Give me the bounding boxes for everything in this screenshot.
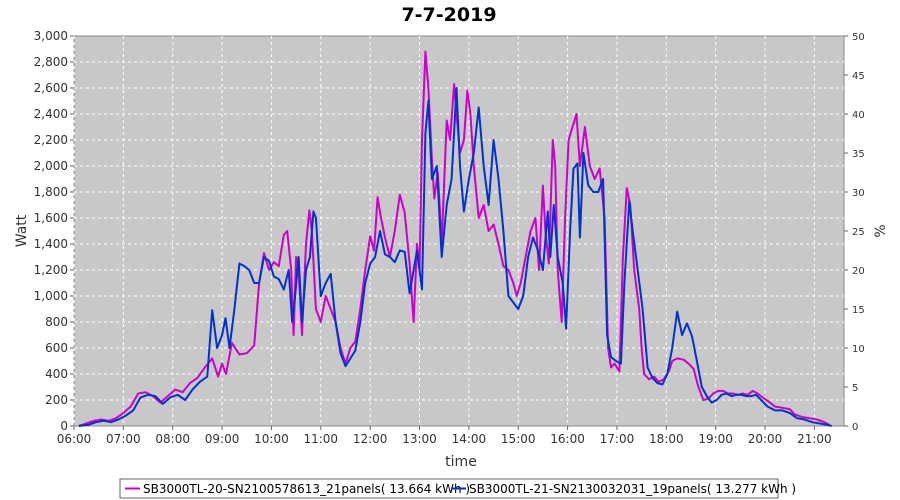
- x-tick-label: 18:00: [649, 432, 684, 446]
- legend-label-series-2: SB3000TL-21-SN2130032031_19panels( 13.27…: [469, 482, 796, 496]
- x-tick-label: 10:00: [254, 432, 289, 446]
- y-tick-label: 2,200: [34, 133, 68, 147]
- x-tick-label: 12:00: [353, 432, 388, 446]
- grid-lines: [73, 36, 844, 426]
- x-tick-label: 07:00: [106, 432, 141, 446]
- y-tick-label: 1,200: [34, 263, 68, 277]
- series-line-2: [78, 87, 832, 427]
- x-tick-label: 14:00: [452, 432, 487, 446]
- y-tick-label: 0: [60, 419, 68, 433]
- y-tick-label: 400: [45, 367, 68, 381]
- y-axis-ticks: 0 200 400 600 800 1,000 1,200 1,400 1,600 1,800 2,…: [34, 29, 74, 433]
- x-tick-label: 06:00: [57, 432, 92, 446]
- plot-area: [73, 35, 845, 427]
- legend: SB3000TL-20-SN2100578613_21panels( 13.66…: [119, 478, 796, 499]
- y2-tick-label: 0: [852, 422, 858, 433]
- x-axis-ticks: 06:00 07:00 08:00 09:00 10:00 11:00 12:00 13:00…: [57, 426, 832, 446]
- y-tick-label: 1,800: [34, 185, 68, 199]
- legend-box: [119, 478, 779, 499]
- y-tick-label: 2,800: [34, 55, 68, 69]
- y-tick-label: 1,400: [34, 237, 68, 251]
- x-tick-label: 09:00: [205, 432, 240, 446]
- y-tick-label: 2,000: [34, 159, 68, 173]
- x-tick-label: 16:00: [550, 432, 585, 446]
- y-tick-label: 2,600: [34, 81, 68, 95]
- y-tick-label: 3,000: [34, 29, 68, 43]
- y2-tick-label: 20: [852, 266, 865, 277]
- legend-label-series-1: SB3000TL-20-SN2100578613_21panels( 13.66…: [143, 482, 470, 496]
- x-tick-label: 11:00: [303, 432, 338, 446]
- y2-tick-label: 25: [852, 227, 865, 238]
- y-tick-label: 2,400: [34, 107, 68, 121]
- y2-tick-label: 35: [852, 149, 865, 160]
- y-tick-label: 1,600: [34, 211, 68, 225]
- x-tick-label: 21:00: [797, 432, 832, 446]
- x-tick-label: 20:00: [748, 432, 783, 446]
- x-tick-label: 19:00: [698, 432, 733, 446]
- y-tick-label: 1,000: [34, 289, 68, 303]
- y-axis-title: Watt: [14, 214, 30, 247]
- y2-axis-ticks: 0 5 10 15 20 25 30 35 40 45 50: [844, 32, 865, 433]
- y-tick-label: 800: [45, 315, 68, 329]
- y2-tick-label: 10: [852, 344, 865, 355]
- x-tick-label: 15:00: [501, 432, 536, 446]
- y-tick-label: 200: [45, 393, 68, 407]
- x-tick-label: 13:00: [402, 432, 437, 446]
- y-tick-label: 600: [45, 341, 68, 355]
- y2-tick-label: 30: [852, 188, 865, 199]
- x-tick-label: 17:00: [600, 432, 635, 446]
- y2-tick-label: 15: [852, 305, 865, 316]
- chart-title: 7-7-2019: [401, 4, 496, 26]
- series-lines: [78, 50, 832, 427]
- y2-tick-label: 50: [852, 32, 865, 43]
- x-axis-title: time: [445, 454, 477, 470]
- y2-tick-label: 40: [852, 110, 865, 121]
- y2-tick-label: 45: [852, 71, 865, 82]
- y2-axis-title: %: [873, 224, 889, 237]
- x-tick-label: 08:00: [155, 432, 190, 446]
- y2-tick-label: 5: [852, 383, 858, 394]
